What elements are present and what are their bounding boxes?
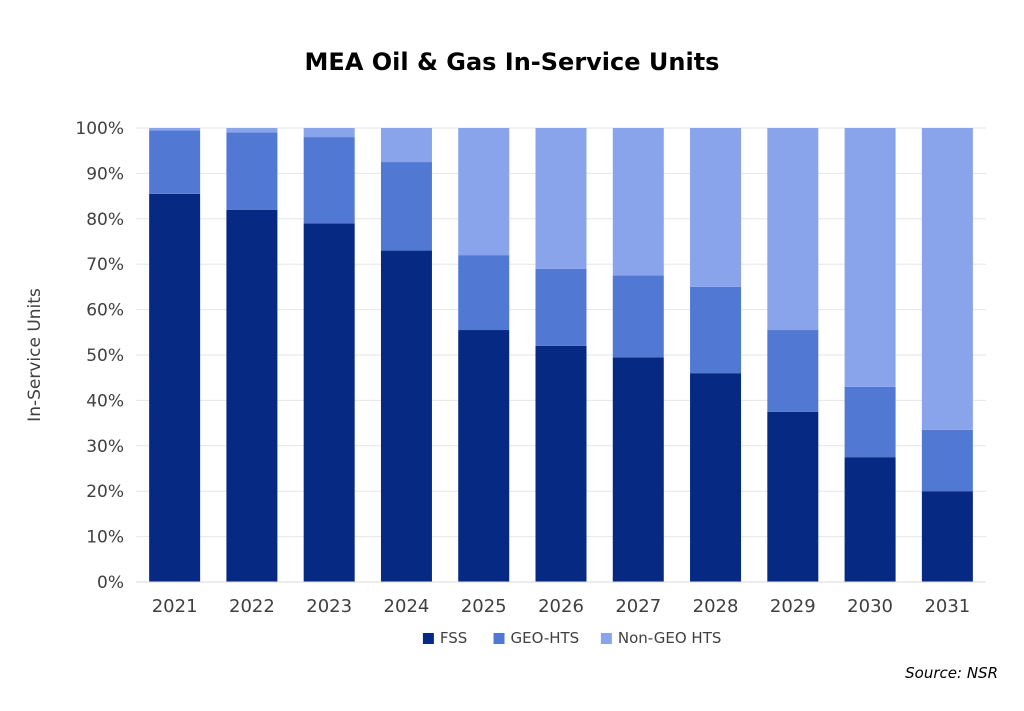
y-tick-label: 100%: [75, 119, 124, 139]
y-tick-label: 20%: [86, 482, 124, 502]
bar-segment-geo-hts: [380, 162, 432, 251]
legend-swatch: [493, 633, 505, 644]
x-tick-label: 2029: [770, 596, 816, 617]
x-tick-label: 2022: [229, 596, 275, 617]
x-tick-label: 2031: [924, 596, 970, 617]
bar-segment-non-geo-hts: [303, 128, 355, 138]
legend-label: GEO-HTS: [511, 629, 580, 647]
bar-segment-fss: [380, 250, 432, 582]
bar-segment-geo-hts: [612, 275, 664, 358]
bar-segment-geo-hts: [458, 255, 510, 331]
source-note: Source: NSR: [905, 664, 998, 682]
bar-segment-non-geo-hts: [380, 128, 432, 163]
bar-segment-fss: [612, 357, 664, 582]
bar-segment-non-geo-hts: [149, 128, 201, 131]
bar-segment-fss: [690, 373, 742, 582]
bar-segment-fss: [535, 345, 587, 582]
bar-segment-non-geo-hts: [458, 128, 510, 256]
chart-title: MEA Oil & Gas In-Service Units: [304, 48, 720, 76]
y-tick-label: 90%: [86, 164, 124, 184]
bar-segment-non-geo-hts: [535, 128, 587, 269]
x-tick-label: 2028: [693, 596, 739, 617]
legend-label: Non-GEO HTS: [618, 629, 722, 647]
bar-segment-non-geo-hts: [690, 128, 742, 287]
y-tick-label: 60%: [86, 301, 124, 321]
bar-segment-non-geo-hts: [844, 128, 896, 387]
x-tick-label: 2021: [152, 596, 198, 617]
x-tick-label: 2023: [306, 596, 352, 617]
legend-swatch: [600, 633, 612, 644]
bar-segment-fss: [921, 491, 973, 582]
y-tick-label: 80%: [86, 210, 124, 230]
bar-segment-fss: [149, 193, 201, 582]
bar-segment-non-geo-hts: [612, 128, 664, 276]
x-tick-label: 2027: [615, 596, 661, 617]
bar-segment-geo-hts: [149, 130, 201, 194]
y-tick-label: 30%: [86, 437, 124, 457]
legend-label: FSS: [440, 629, 467, 647]
bar-segment-fss: [226, 209, 278, 582]
bar-segment-geo-hts: [226, 132, 278, 210]
bar-segment-fss: [767, 411, 819, 582]
bar-segment-geo-hts: [303, 137, 355, 224]
bar-segment-fss: [458, 330, 510, 582]
y-tick-label: 70%: [86, 255, 124, 275]
bar-segment-geo-hts: [690, 286, 742, 374]
bar-segment-non-geo-hts: [226, 128, 278, 133]
y-tick-label: 40%: [86, 391, 124, 411]
bar-segment-fss: [844, 457, 896, 582]
legend-swatch: [422, 633, 434, 644]
x-tick-label: 2030: [847, 596, 893, 617]
x-tick-label: 2025: [461, 596, 507, 617]
bar-segment-geo-hts: [921, 429, 973, 492]
bar-segment-non-geo-hts: [767, 128, 819, 331]
y-tick-label: 50%: [86, 346, 124, 366]
x-tick-label: 2024: [384, 596, 430, 617]
bar-segment-geo-hts: [767, 330, 819, 412]
y-tick-label: 10%: [86, 528, 124, 548]
x-tick-label: 2026: [538, 596, 584, 617]
bar-segment-geo-hts: [535, 268, 587, 346]
bar-segment-non-geo-hts: [921, 128, 973, 430]
bar-segment-geo-hts: [844, 386, 896, 458]
y-tick-label: 0%: [97, 573, 124, 593]
y-axis-title: In-Service Units: [25, 288, 45, 422]
bar-segment-fss: [303, 223, 355, 582]
